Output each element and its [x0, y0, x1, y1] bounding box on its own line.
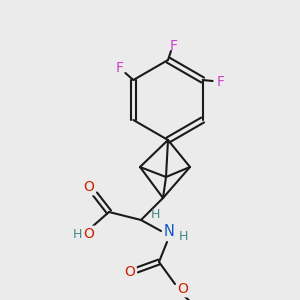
Text: O: O: [84, 227, 94, 241]
Text: O: O: [84, 180, 94, 194]
Text: H: H: [72, 227, 82, 241]
Text: H: H: [150, 208, 160, 220]
Text: F: F: [116, 61, 123, 75]
Text: N: N: [164, 224, 174, 239]
Text: H: H: [178, 230, 188, 242]
Text: F: F: [217, 75, 225, 89]
Text: F: F: [170, 39, 178, 53]
Text: O: O: [124, 265, 135, 279]
Text: O: O: [178, 282, 188, 296]
